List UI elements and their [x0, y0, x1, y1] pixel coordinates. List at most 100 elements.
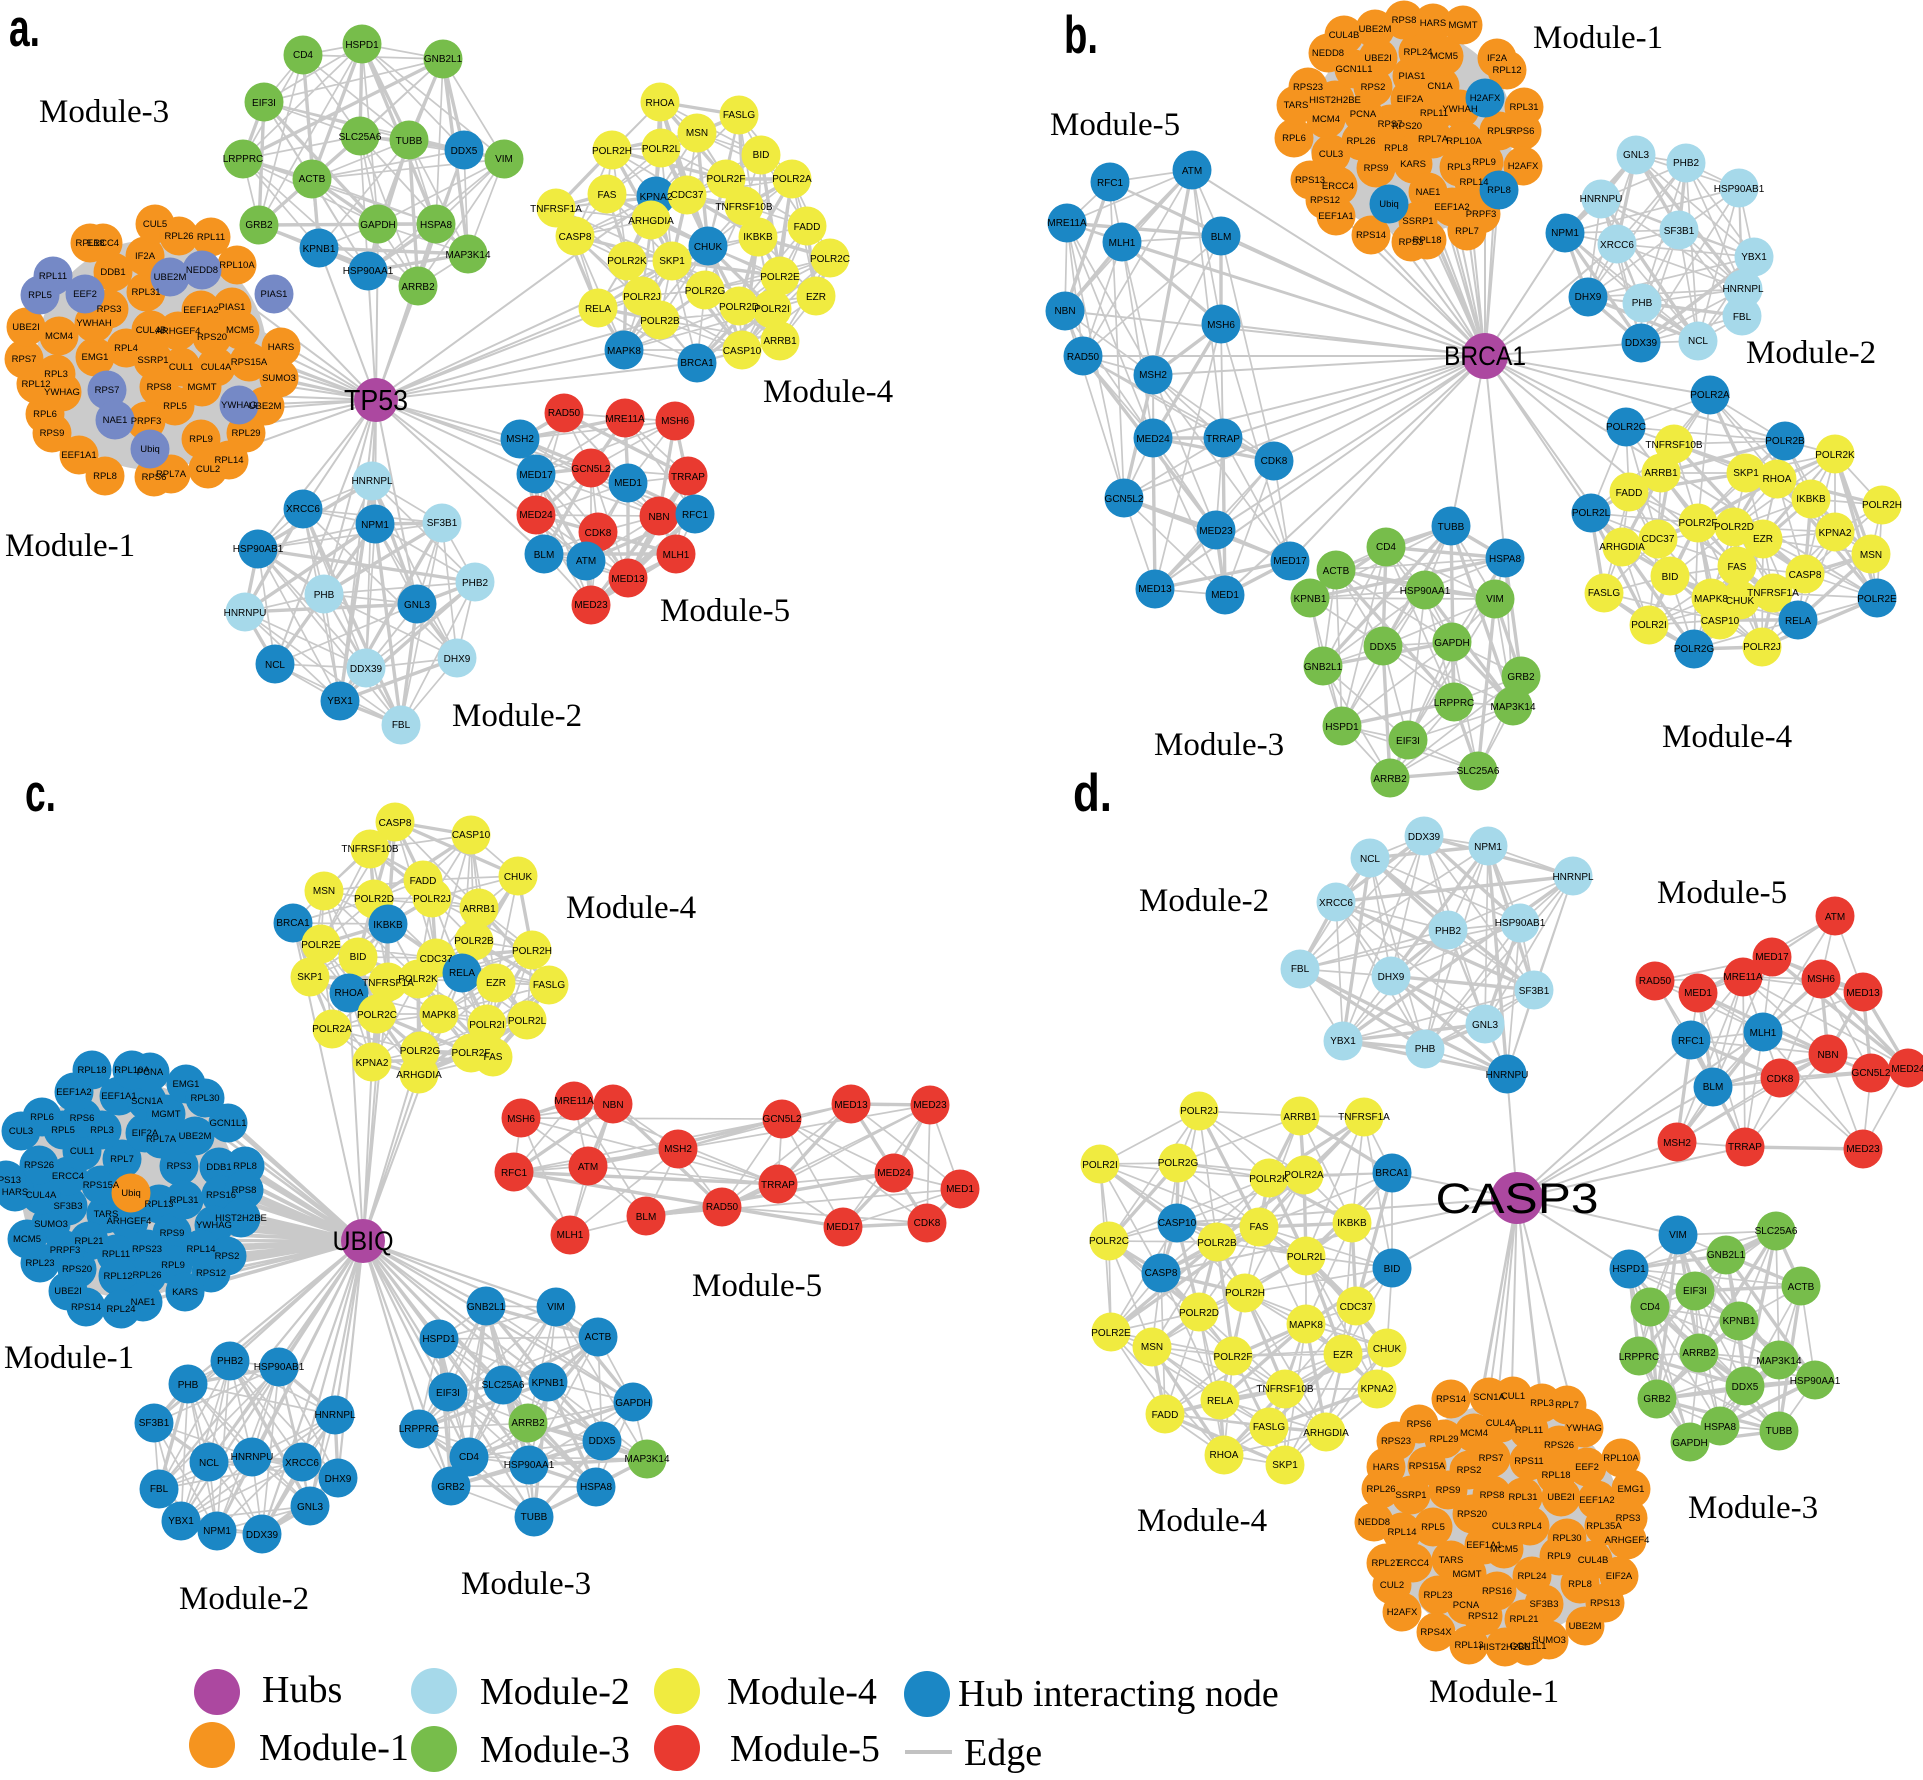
svg-text:RPL21: RPL21 — [1509, 1614, 1538, 1625]
svg-text:NPM1: NPM1 — [1474, 842, 1502, 853]
svg-text:HSP90AB1: HSP90AB1 — [1495, 918, 1546, 929]
svg-text:Module-1: Module-1 — [1533, 20, 1663, 56]
svg-text:EIF3I: EIF3I — [252, 98, 276, 109]
svg-text:ARRB1: ARRB1 — [763, 336, 797, 347]
svg-text:CUL5: CUL5 — [143, 219, 167, 230]
svg-text:POLR2A: POLR2A — [772, 174, 812, 185]
svg-text:POLR2K: POLR2K — [1249, 1174, 1289, 1185]
svg-text:HARS: HARS — [268, 342, 294, 353]
svg-text:PIAS1: PIAS1 — [219, 302, 246, 313]
svg-text:BID: BID — [350, 952, 367, 963]
svg-text:RPL9: RPL9 — [1547, 1551, 1571, 1562]
svg-text:Module-4: Module-4 — [566, 890, 696, 926]
svg-text:Module-4: Module-4 — [1662, 719, 1792, 755]
svg-text:POLR2F: POLR2F — [1679, 518, 1718, 529]
svg-text:POLR2K: POLR2K — [1815, 450, 1855, 461]
svg-text:TRRAP: TRRAP — [1728, 1142, 1762, 1153]
svg-text:MAP3K14: MAP3K14 — [445, 250, 490, 261]
svg-text:CUL1: CUL1 — [1501, 1391, 1525, 1402]
svg-text:POLR2L: POLR2L — [1572, 508, 1611, 519]
svg-text:ARHGDIA: ARHGDIA — [396, 1070, 442, 1081]
svg-text:HNRNPU: HNRNPU — [224, 608, 267, 619]
svg-text:POLR2I: POLR2I — [469, 1020, 505, 1031]
svg-text:NEDD8: NEDD8 — [1312, 48, 1344, 59]
svg-text:FADD: FADD — [794, 222, 821, 233]
svg-text:Module-1: Module-1 — [4, 1340, 134, 1376]
svg-text:RPL9: RPL9 — [189, 434, 213, 445]
svg-text:RPL14: RPL14 — [1387, 1527, 1416, 1538]
svg-text:ARHGEF4: ARHGEF4 — [156, 326, 201, 337]
svg-text:SLC25A6: SLC25A6 — [1457, 766, 1500, 777]
svg-text:FADD: FADD — [1152, 1410, 1179, 1421]
svg-text:RPL31: RPL31 — [169, 1195, 198, 1206]
svg-text:CASP8: CASP8 — [1789, 570, 1822, 581]
svg-text:POLR2G: POLR2G — [1158, 1158, 1199, 1169]
svg-text:XRCC6: XRCC6 — [286, 504, 320, 515]
svg-text:Module-4: Module-4 — [763, 374, 893, 410]
svg-text:GAPDH: GAPDH — [1672, 1438, 1708, 1449]
svg-text:RPL10A: RPL10A — [219, 260, 255, 271]
svg-text:POLR2D: POLR2D — [354, 894, 394, 905]
svg-text:RPS6: RPS6 — [1407, 1419, 1432, 1430]
svg-text:RPL11: RPL11 — [1515, 1425, 1543, 1436]
svg-text:PHB2: PHB2 — [1673, 158, 1700, 169]
svg-text:TRRAP: TRRAP — [1206, 434, 1240, 445]
svg-text:ARHGDIA: ARHGDIA — [628, 216, 674, 227]
svg-text:SKP1: SKP1 — [297, 972, 323, 983]
svg-text:RPL7: RPL7 — [1555, 1400, 1579, 1411]
svg-text:CUL3: CUL3 — [9, 1126, 33, 1137]
svg-text:RPL8: RPL8 — [1568, 1579, 1592, 1590]
svg-text:GNB2L1: GNB2L1 — [467, 1302, 506, 1313]
svg-text:CDC37: CDC37 — [671, 190, 704, 201]
svg-text:PHB: PHB — [1415, 1044, 1436, 1055]
svg-text:HSPD1: HSPD1 — [345, 40, 379, 51]
svg-text:RPL30: RPL30 — [1552, 1533, 1581, 1544]
svg-text:RPS15A: RPS15A — [231, 357, 268, 368]
svg-text:CDK8: CDK8 — [1261, 456, 1288, 467]
svg-text:RPL12: RPL12 — [1492, 65, 1521, 76]
svg-text:Module-5: Module-5 — [1050, 107, 1180, 143]
svg-text:DDX39: DDX39 — [350, 664, 383, 675]
svg-text:POLR2E: POLR2E — [1091, 1328, 1131, 1339]
svg-text:POLR2H: POLR2H — [1862, 500, 1902, 511]
svg-text:MSH2: MSH2 — [1139, 370, 1167, 381]
svg-text:RFC1: RFC1 — [1678, 1036, 1705, 1047]
svg-text:NCL: NCL — [1360, 854, 1380, 865]
svg-text:GRB2: GRB2 — [1643, 1394, 1671, 1405]
svg-text:RPL7: RPL7 — [110, 1154, 134, 1165]
svg-text:RHOA: RHOA — [646, 98, 675, 109]
svg-text:RPS26: RPS26 — [24, 1160, 54, 1171]
svg-text:MCM4: MCM4 — [1460, 1428, 1488, 1439]
svg-text:FBL: FBL — [1733, 312, 1752, 323]
svg-text:LRPPRC: LRPPRC — [1619, 1352, 1660, 1363]
svg-text:MED23: MED23 — [913, 1100, 947, 1111]
svg-text:YWHAH: YWHAH — [76, 318, 112, 329]
svg-text:CD4: CD4 — [293, 50, 313, 61]
svg-text:GNL3: GNL3 — [1623, 150, 1650, 161]
svg-text:CD4: CD4 — [1640, 1302, 1660, 1313]
svg-text:VIM: VIM — [547, 1302, 565, 1313]
svg-text:CASP8: CASP8 — [379, 818, 412, 829]
svg-text:RPL4: RPL4 — [114, 343, 138, 354]
svg-text:RPL26: RPL26 — [132, 1270, 161, 1281]
svg-text:RPL12: RPL12 — [21, 379, 50, 390]
svg-text:RPL6: RPL6 — [30, 1112, 54, 1123]
svg-text:MAPK8: MAPK8 — [607, 346, 641, 357]
svg-text:Module-1: Module-1 — [1429, 1674, 1559, 1710]
svg-text:POLR2F: POLR2F — [1214, 1352, 1253, 1363]
svg-text:HSPA8: HSPA8 — [1489, 554, 1521, 565]
svg-text:GCN1L1: GCN1L1 — [1336, 64, 1373, 75]
svg-text:PRPF3: PRPF3 — [131, 416, 162, 427]
svg-text:GRB2: GRB2 — [437, 1482, 465, 1493]
svg-text:NCL: NCL — [1688, 336, 1708, 347]
svg-text:XRCC6: XRCC6 — [285, 1458, 319, 1469]
svg-text:UBE2M: UBE2M — [179, 1131, 212, 1142]
svg-text:RPL31: RPL31 — [131, 287, 160, 298]
svg-text:MED24: MED24 — [1891, 1064, 1923, 1075]
svg-text:POLR2F: POLR2F — [707, 174, 746, 185]
svg-text:RHOA: RHOA — [1763, 474, 1792, 485]
svg-text:IKBKB: IKBKB — [1337, 1218, 1367, 1229]
svg-text:RAD50: RAD50 — [706, 1202, 739, 1213]
svg-text:BRCA1: BRCA1 — [680, 358, 714, 369]
svg-text:RPS13: RPS13 — [1295, 175, 1325, 186]
